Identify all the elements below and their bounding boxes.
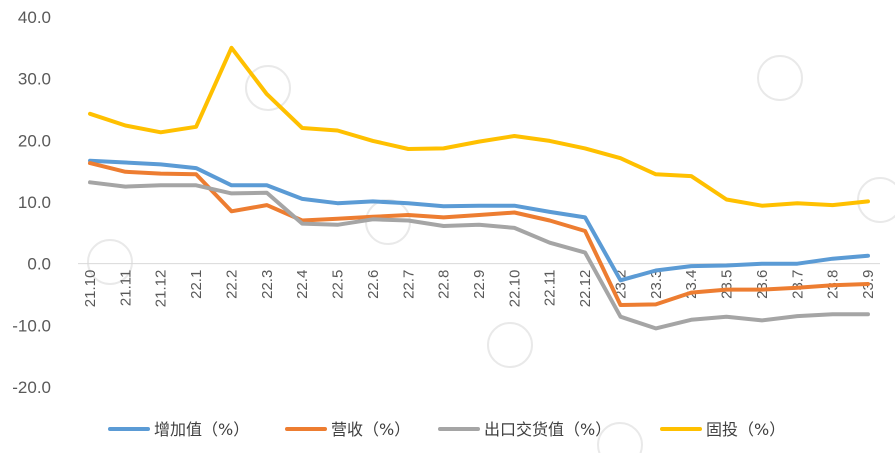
x-tick-label: 22.9: [471, 270, 488, 299]
x-tick-label: 22.7: [400, 270, 417, 299]
y-tick-label: 10.0: [18, 193, 51, 212]
watermark-circle: [245, 65, 291, 111]
x-tick-label: 23.6: [754, 270, 771, 299]
x-tick-label: 22.11: [542, 270, 559, 306]
x-tick-label: 23.5: [719, 270, 736, 299]
legend-label: 增加值（%）: [154, 420, 249, 439]
x-axis: 21.10 21.11 21.12 22.1 22.2 22.3 22.4 22.5 22.6 2…: [82, 270, 877, 308]
x-tick-label: 22.5: [330, 270, 347, 299]
watermark-circle: [857, 177, 895, 223]
x-tick-label: 22.6: [365, 270, 382, 299]
y-tick-label: 40.0: [18, 8, 51, 27]
x-tick-label: 23.3: [648, 270, 665, 299]
x-tick-label: 22.10: [506, 270, 523, 308]
watermark-circle: [757, 55, 803, 101]
x-tick-label: 21.11: [117, 270, 134, 306]
x-tick-label: 22.12: [577, 270, 594, 308]
y-tick-label: -20.0: [12, 378, 51, 397]
x-tick-label: 22.2: [223, 270, 240, 299]
x-tick-label: 22.4: [294, 270, 311, 299]
watermark-circle: [597, 422, 643, 453]
series-line-1: [88, 161, 870, 307]
series-lines: [88, 45, 870, 331]
x-tick-label: 22.1: [188, 270, 205, 299]
legend-label: 固投（%）: [706, 420, 785, 439]
y-tick-label: 30.0: [18, 70, 51, 89]
x-tick-label: 21.10: [82, 270, 99, 308]
series-line-0: [88, 158, 870, 283]
x-tick-label: 22.8: [436, 270, 453, 299]
legend-label: 出口交货值（%）: [484, 420, 611, 439]
watermark-circle: [487, 322, 533, 368]
x-tick-label: 23.7: [789, 270, 806, 299]
x-tick-label: 22.3: [259, 270, 276, 299]
series-line-3: [88, 45, 870, 208]
x-tick-label: 21.12: [153, 270, 170, 308]
y-tick-label: 20.0: [18, 131, 51, 150]
y-axis: 40.0 30.0 20.0 10.0 0.0 -10.0 -20.0: [12, 8, 51, 397]
y-tick-label: 0.0: [27, 255, 51, 274]
watermark-layer: [87, 55, 895, 453]
legend-label: 营收（%）: [331, 420, 410, 439]
watermark-circle: [87, 239, 133, 285]
series-line-2: [88, 180, 870, 331]
y-tick-label: -10.0: [12, 316, 51, 335]
legend: 增加值（%） 营收（%） 出口交货值（%） 固投（%）: [108, 420, 785, 439]
